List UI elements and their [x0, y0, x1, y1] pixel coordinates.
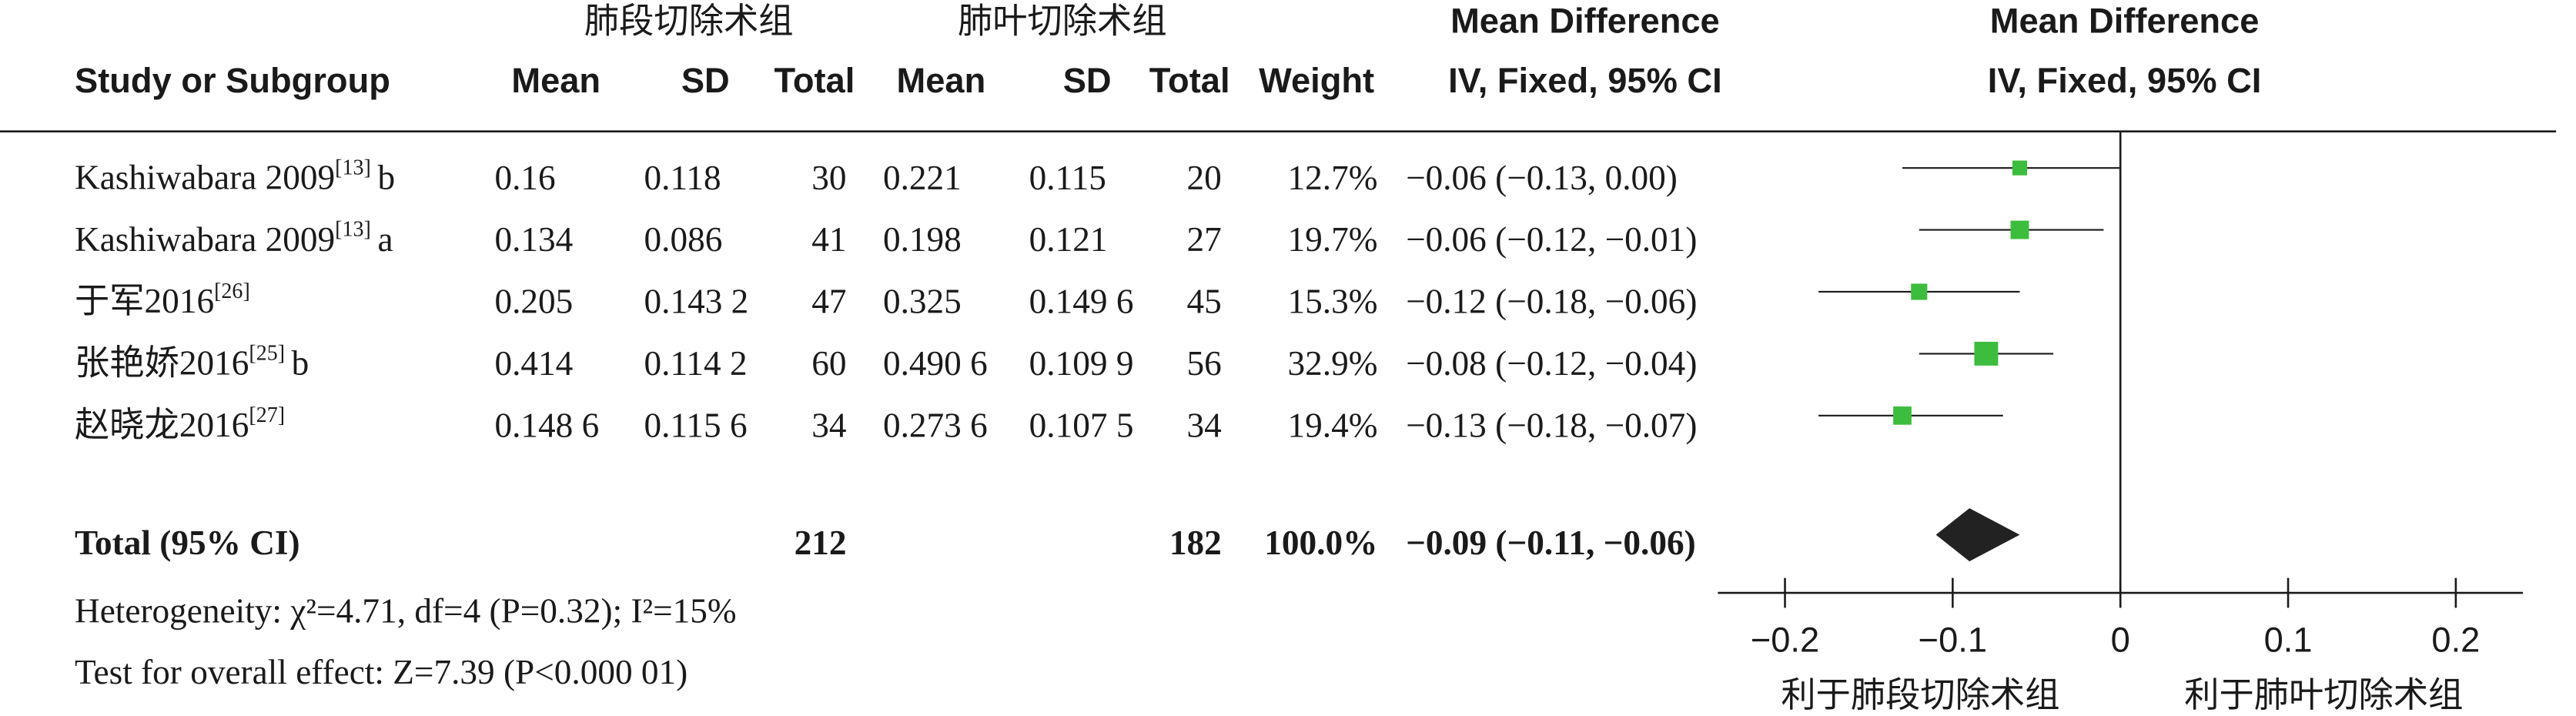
- study: 张艳娇2016: [75, 344, 249, 383]
- cell-weight: 15.3%: [1287, 283, 1377, 321]
- column-header: Mean: [897, 61, 986, 100]
- cell-n1: 30: [811, 159, 846, 197]
- subgroup: a: [377, 220, 393, 259]
- cell-weight: 32.9%: [1287, 344, 1377, 383]
- cell-ci-label: −0.06 (−0.13, 0.00): [1406, 159, 1678, 197]
- x-axis-label: 利于肺叶切除术组: [2184, 675, 2463, 714]
- x-tick-label: 0.1: [2264, 621, 2313, 660]
- cell-mean1: 0.16: [494, 159, 555, 197]
- study-name: Kashiwabara 2009[13] a: [75, 218, 393, 259]
- reference: [27]: [249, 403, 285, 427]
- total-n2: 182: [1169, 524, 1222, 562]
- cell-sd1: 0.086: [644, 220, 723, 259]
- total-label: Total (95% CI): [75, 524, 300, 562]
- study-name: 张艳娇2016[25] b: [75, 342, 309, 383]
- reference: [26]: [214, 280, 250, 304]
- cell-sd1: 0.143 2: [644, 283, 749, 321]
- overall-effect: Test for overall effect: Z=7.39 (P<0.000…: [75, 653, 687, 691]
- column-header: Weight: [1259, 61, 1374, 100]
- cell-n1: 60: [811, 344, 846, 383]
- cell-n2: 27: [1186, 220, 1221, 259]
- subgroup: b: [377, 159, 395, 197]
- cell-sd1: 0.118: [644, 159, 721, 197]
- subgroup: b: [292, 344, 309, 383]
- x-tick-label: −0.1: [1919, 621, 1987, 660]
- cell-sd2: 0.109 9: [1029, 344, 1134, 383]
- cell-mean1: 0.134: [494, 220, 573, 259]
- cell-mean2: 0.273 6: [883, 406, 988, 444]
- cell-sd2: 0.115: [1029, 159, 1106, 197]
- study-name: 赵晓龙2016[27]: [75, 403, 285, 444]
- cell-ci-label: −0.13 (−0.18, −0.07): [1406, 406, 1697, 444]
- cell-mean2: 0.325: [883, 283, 962, 321]
- cell-mean1: 0.414: [494, 344, 573, 383]
- group-header: 肺叶切除术组: [958, 2, 1167, 41]
- column-header: Total: [1149, 61, 1230, 100]
- column-header: Total: [774, 61, 855, 100]
- cell-weight: 12.7%: [1287, 159, 1377, 197]
- effect-header-title: Mean Difference: [1990, 2, 2260, 41]
- cell-sd2: 0.121: [1029, 220, 1108, 259]
- effect-header-title: Mean Difference: [1450, 2, 1720, 41]
- cell-mean1: 0.148 6: [494, 406, 599, 444]
- column-header: SD: [681, 61, 730, 100]
- cell-mean2: 0.490 6: [883, 344, 988, 383]
- reference: [13]: [335, 218, 371, 242]
- cell-n2: 20: [1186, 159, 1221, 197]
- group-header: 肺段切除术组: [584, 2, 794, 41]
- total-n1: 212: [795, 524, 847, 562]
- cell-ci-label: −0.06 (−0.12, −0.01): [1406, 220, 1697, 259]
- column-header: Study or Subgroup: [75, 61, 390, 100]
- x-axis-label: 利于肺段切除术组: [1781, 675, 2059, 714]
- effect-header-subtitle: IV, Fixed, 95% CI: [1448, 61, 1722, 100]
- column-header: Mean: [511, 61, 601, 100]
- x-tick-label: 0.2: [2431, 621, 2480, 660]
- column-header: SD: [1063, 61, 1112, 100]
- cell-n1: 34: [811, 406, 846, 444]
- study: 于军2016: [75, 283, 214, 321]
- total-weight: 100.0%: [1264, 524, 1377, 562]
- study: Kashiwabara 2009: [75, 159, 335, 197]
- effect-square: [1911, 283, 1928, 300]
- cell-n1: 41: [811, 220, 846, 259]
- study-name: 于军2016[26]: [75, 280, 250, 321]
- cell-sd2: 0.149 6: [1029, 283, 1134, 321]
- study: Kashiwabara 2009: [75, 220, 335, 259]
- total-ci-label: −0.09 (−0.11, −0.06): [1406, 524, 1696, 562]
- summary-diamond: [1935, 508, 2020, 562]
- effect-square: [2012, 160, 2028, 176]
- cell-n2: 34: [1186, 406, 1221, 444]
- cell-sd1: 0.114 2: [644, 344, 748, 383]
- effect-header-subtitle: IV, Fixed, 95% CI: [1988, 61, 2262, 100]
- heterogeneity: Heterogeneity: χ²=4.71, df=4 (P=0.32); I…: [75, 591, 737, 630]
- cell-mean1: 0.205: [494, 283, 573, 321]
- cell-n1: 47: [811, 283, 846, 321]
- cell-sd2: 0.107 5: [1029, 406, 1134, 444]
- x-tick-label: −0.2: [1751, 621, 1819, 660]
- cell-n2: 56: [1186, 344, 1221, 383]
- reference: [25]: [249, 342, 285, 366]
- cell-sd1: 0.115 6: [644, 406, 748, 444]
- cell-n2: 45: [1186, 283, 1221, 321]
- cell-weight: 19.7%: [1287, 220, 1377, 259]
- x-tick-label: 0: [2111, 621, 2130, 660]
- reference: [13]: [335, 156, 371, 180]
- cell-mean2: 0.221: [883, 159, 962, 197]
- effect-square: [1974, 341, 1999, 366]
- cell-ci-label: −0.08 (−0.12, −0.04): [1406, 344, 1697, 383]
- study: 赵晓龙2016: [75, 406, 249, 444]
- cell-weight: 19.4%: [1287, 406, 1377, 444]
- effect-square: [1893, 406, 1912, 425]
- effect-square: [2010, 220, 2029, 239]
- cell-mean2: 0.198: [883, 220, 962, 259]
- cell-ci-label: −0.12 (−0.18, −0.06): [1406, 283, 1697, 321]
- study-name: Kashiwabara 2009[13] b: [75, 156, 395, 197]
